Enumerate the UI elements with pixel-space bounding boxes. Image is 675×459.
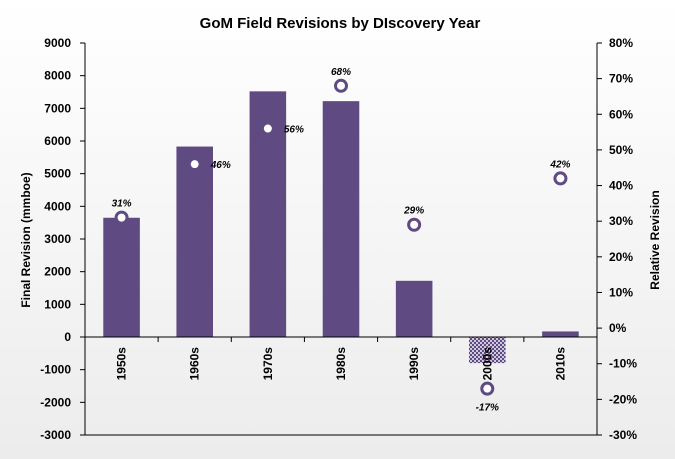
- y2-tick-label: 20%: [609, 250, 633, 264]
- data-label: 68%: [331, 67, 351, 78]
- bar: [322, 101, 360, 337]
- y-tick-label: 6000: [44, 134, 71, 148]
- y-tick-label: -1000: [40, 363, 71, 377]
- x-category-label: 2000s: [480, 347, 494, 381]
- y2-tick-label: 30%: [609, 214, 633, 228]
- y-axis-title: Final Revision (mmboe): [19, 172, 33, 307]
- bar: [542, 331, 579, 337]
- data-label: 46%: [210, 160, 231, 171]
- y-tick-label: 2000: [44, 265, 71, 279]
- data-label: 42%: [549, 159, 570, 170]
- chart-title: GoM Field Revisions by DIscovery Year: [200, 15, 481, 32]
- x-category-label: 1960s: [188, 347, 202, 381]
- data-label: 31%: [112, 199, 132, 210]
- x-category-label: 1990s: [407, 347, 421, 381]
- relative-revision-point: [407, 217, 422, 232]
- y-tick-label: 1000: [44, 297, 71, 311]
- y-tick-label: 3000: [44, 232, 71, 246]
- relative-revision-point: [553, 171, 568, 186]
- y2-tick-label: 40%: [609, 179, 633, 193]
- relative-revision-point: [114, 210, 129, 225]
- y2-tick-label: 60%: [609, 107, 633, 121]
- bar: [103, 217, 140, 337]
- data-label: 56%: [284, 125, 304, 136]
- y2-tick-label: 50%: [609, 143, 633, 157]
- relative-revision-point: [187, 157, 202, 172]
- y-tick-label: 9000: [44, 36, 71, 50]
- y-tick-label: 0: [64, 330, 71, 344]
- data-label: 29%: [403, 206, 424, 217]
- bar: [395, 280, 433, 337]
- y2-tick-label: 0%: [609, 321, 627, 335]
- relative-revision-point: [480, 381, 495, 396]
- y2-axis-title: Relative Revision: [648, 190, 662, 289]
- y-tick-label: 7000: [44, 101, 71, 115]
- y-tick-label: -3000: [40, 428, 71, 442]
- y-tick-label: -2000: [40, 395, 71, 409]
- y-tick-label: 8000: [44, 69, 71, 83]
- y2-tick-label: -20%: [609, 392, 637, 406]
- x-category-label: 2010s: [553, 347, 567, 381]
- relative-revision-point: [334, 78, 348, 93]
- y2-tick-label: 80%: [609, 36, 633, 50]
- data-label: -17%: [476, 403, 499, 414]
- relative-revision-point: [260, 121, 275, 136]
- bar: [469, 337, 506, 364]
- bar: [176, 146, 213, 337]
- plot-area: -3000 -2000 -1000 0 1000 2000 3000 4000 5000 6000…: [40, 36, 637, 442]
- y-tick-label: 4000: [44, 199, 71, 213]
- y2-tick-label: -10%: [609, 357, 637, 371]
- y-tick-label: 5000: [44, 167, 71, 181]
- x-category-label: 1980s: [334, 347, 348, 381]
- x-category-label: 1970s: [261, 347, 275, 381]
- y2-tick-label: 10%: [609, 285, 633, 299]
- y2-tick-label: -30%: [609, 428, 637, 442]
- x-category-label: 1950s: [115, 347, 129, 381]
- y2-tick-label: 70%: [609, 72, 633, 86]
